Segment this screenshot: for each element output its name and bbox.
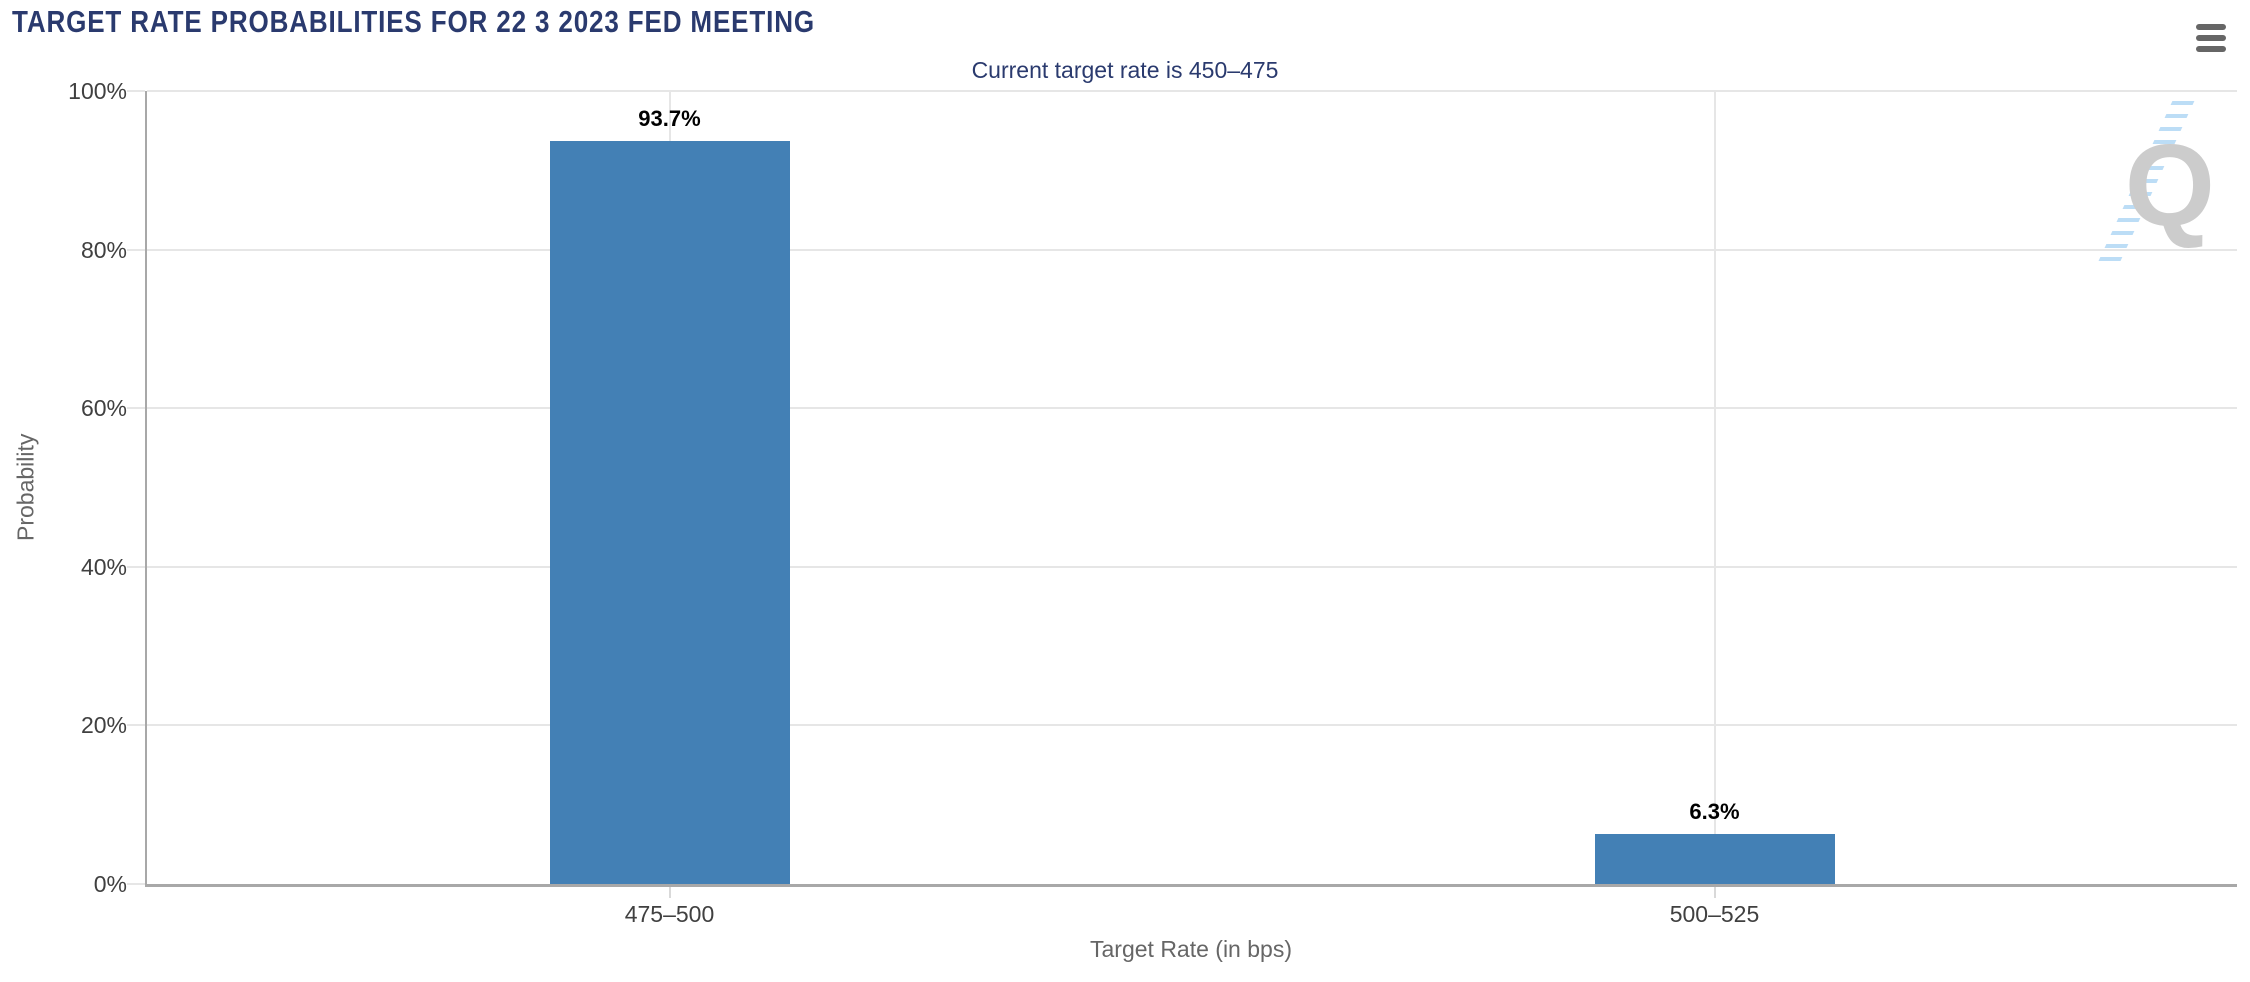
x-axis-tick [668,887,671,898]
y-tick-label: 20% [80,712,127,739]
chart-subtitle: Current target rate is 450–475 [971,57,1279,83]
y-tick-label: 80% [80,236,127,263]
category-475-500: 93.7% 475–500 [147,91,1192,927]
category-500-525: 6.3% 500–525 [1192,91,2237,927]
plot-area: Q 93.7% 475–500 6.3% 500–525 [127,90,2237,927]
y-axis-labels: 0% 20% 40% 60% 80% 100% [0,78,127,897]
y-tick-label: 40% [80,553,127,580]
context-menu-button[interactable] [2196,23,2228,53]
x-axis-tick [1713,887,1716,898]
bar-500-525[interactable] [1594,834,1835,884]
bar-475-500[interactable] [549,140,790,884]
y-tick-label: 0% [93,871,127,897]
y-tick-label: 100% [68,78,127,104]
x-axis-category-label: 475–500 [624,901,715,927]
hamburger-menu-icon [2196,24,2228,52]
vertical-gridline [1713,91,1716,884]
watermark-q-logo: Q [2124,120,2215,250]
x-axis-title: Target Rate (in bps) [1090,936,1292,962]
x-axis-category-label: 500–525 [1669,901,1760,927]
bar-value-label: 6.3% [1689,799,1740,825]
y-axis-title: Probability [12,433,39,542]
chart-title: TARGET RATE PROBABILITIES FOR 22 3 2023 … [12,4,815,39]
y-tick-label: 60% [80,395,127,422]
bar-value-label: 93.7% [638,105,701,131]
x-axis-line [145,884,2237,887]
watermark: Q [2077,91,2237,271]
